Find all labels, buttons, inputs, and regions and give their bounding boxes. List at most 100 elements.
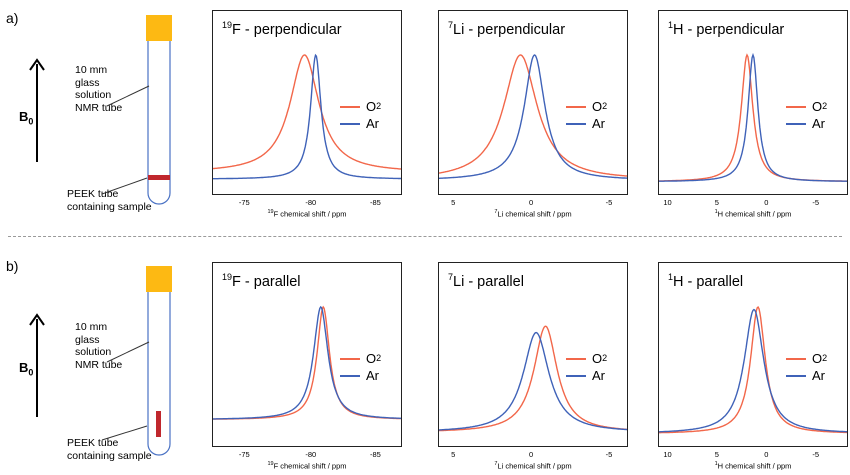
plot-frame xyxy=(212,10,402,195)
tube-cap xyxy=(146,15,172,41)
spectrum-panel: 1H - parallel O 2 Ar 10 5 0 -5 1H chemical shift… xyxy=(658,262,848,475)
legend-swatch-o2 xyxy=(786,357,806,360)
peek-sample-vertical xyxy=(156,411,161,437)
x-tick-label: 5 xyxy=(451,198,456,207)
tube-label-b: 10 mm glass solution NMR tube xyxy=(75,321,123,371)
spectrum-svg xyxy=(659,52,847,182)
x-axis-label: 1H chemical shift / ppm xyxy=(715,209,792,219)
legend-item-ar: Ar xyxy=(786,115,827,132)
legend-swatch-o2 xyxy=(340,105,360,108)
title-isotope: 19 xyxy=(222,272,233,282)
title-isotope: 7 xyxy=(448,20,454,30)
x-axis-text: Li chemical shift / ppm xyxy=(497,461,572,471)
x-axis-text: H chemical shift / ppm xyxy=(717,209,792,219)
sample-leader-line-b xyxy=(101,425,148,441)
title-text: F - parallel xyxy=(232,273,301,290)
x-axis-isotope: 19 xyxy=(267,461,274,467)
x-axis-text: Li chemical shift / ppm xyxy=(497,209,572,219)
spectrum-panel: 7Li - parallel O 2 Ar 5 0 -5 7Li chemical shift… xyxy=(438,262,628,475)
legend-label-o2: O xyxy=(592,99,603,114)
b0-label-b: B0 xyxy=(19,360,34,378)
x-tick-label: 5 xyxy=(451,450,456,459)
title-text: Li - perpendicular xyxy=(453,21,566,38)
legend-swatch-o2 xyxy=(566,357,586,360)
spectrum-svg xyxy=(212,53,402,180)
x-tick-label: -80 xyxy=(305,198,317,207)
legend-label-o2-sub: 2 xyxy=(822,353,828,363)
panel-title: 7Li - parallel xyxy=(448,272,524,290)
b0-arrow-b xyxy=(29,313,45,417)
x-tick-label: -75 xyxy=(238,450,250,459)
sample-label-b: PEEK tube containing sample xyxy=(67,437,152,462)
x-axis-text: F chemical shift / ppm xyxy=(273,461,347,471)
legend: O 2 Ar xyxy=(566,98,607,132)
x-tick-labels: 10 5 0 -5 xyxy=(658,450,848,460)
legend-swatch-ar xyxy=(566,122,586,125)
spectrum-svg xyxy=(438,54,628,179)
legend-swatch-ar xyxy=(786,122,806,125)
legend-label-ar: Ar xyxy=(592,368,605,383)
x-axis-isotope: 1 xyxy=(714,209,718,215)
title-text: H - parallel xyxy=(673,273,744,290)
x-tick-label: 10 xyxy=(663,450,672,459)
x-tick-labels: -75 -80 -85 xyxy=(212,198,402,208)
series-line-ar xyxy=(659,52,847,182)
spectrum-svg xyxy=(213,305,401,420)
nmr-tube-diagram-a xyxy=(146,15,172,205)
x-axis-label: 19F chemical shift / ppm xyxy=(267,461,346,471)
tube-cap xyxy=(146,266,172,292)
plot-frame xyxy=(212,262,402,447)
legend-swatch-ar xyxy=(566,374,586,377)
x-axis-isotope: 7 xyxy=(494,209,498,215)
legend-label-o2-sub: 2 xyxy=(376,353,382,363)
spectrum-svg xyxy=(439,325,628,432)
legend-label-o2-sub: 2 xyxy=(602,353,608,363)
title-text: H - perpendicular xyxy=(673,21,785,38)
series-line-ar xyxy=(439,331,628,431)
x-axis-label: 7Li chemical shift / ppm xyxy=(494,461,571,471)
legend-label-o2: O xyxy=(366,351,377,366)
x-tick-label: 0 xyxy=(764,450,769,459)
row-b-label: b) xyxy=(6,258,19,274)
x-tick-label: -85 xyxy=(369,198,381,207)
legend-label-ar: Ar xyxy=(366,116,379,131)
b0-label-a: B0 xyxy=(19,109,34,127)
plot-frame xyxy=(658,10,848,195)
legend-label-o2-sub: 2 xyxy=(376,101,382,111)
legend-label-o2: O xyxy=(366,99,377,114)
x-axis-isotope: 19 xyxy=(267,209,274,215)
legend-swatch-ar xyxy=(786,374,806,377)
series-line-o2 xyxy=(659,306,848,434)
panel-title: 1H - parallel xyxy=(668,272,743,290)
x-tick-label: 5 xyxy=(714,450,719,459)
legend: O 2 Ar xyxy=(786,350,827,384)
legend-label-o2-sub: 2 xyxy=(602,101,608,111)
x-tick-labels: 10 5 0 -5 xyxy=(658,198,848,208)
legend-label-ar: Ar xyxy=(812,116,825,131)
x-tick-label: 0 xyxy=(529,198,534,207)
legend: O 2 Ar xyxy=(340,98,381,132)
x-tick-label: 10 xyxy=(663,198,672,207)
legend-swatch-o2 xyxy=(566,105,586,108)
panel-title: 1H - perpendicular xyxy=(668,20,784,38)
spectrum-panel: 1H - perpendicular O 2 Ar 10 5 0 -5 1H chemical … xyxy=(658,10,848,223)
x-tick-label: -80 xyxy=(305,450,317,459)
x-tick-label: 0 xyxy=(529,450,534,459)
panel-title: 7Li - perpendicular xyxy=(448,20,565,38)
x-axis-label: 7Li chemical shift / ppm xyxy=(494,209,571,219)
series-line-o2 xyxy=(438,54,628,177)
legend: O 2 Ar xyxy=(786,98,827,132)
legend-swatch-o2 xyxy=(340,357,360,360)
x-axis-label: 19F chemical shift / ppm xyxy=(267,209,346,219)
spectrum-svg xyxy=(659,306,848,434)
spectrum-panel: 7Li - perpendicular O 2 Ar 5 0 -5 7Li chemical … xyxy=(438,10,628,223)
x-tick-label: 5 xyxy=(714,198,719,207)
x-tick-label: -75 xyxy=(238,198,250,207)
plot-frame xyxy=(658,262,848,447)
legend: O 2 Ar xyxy=(566,350,607,384)
title-text: Li - parallel xyxy=(453,273,524,290)
